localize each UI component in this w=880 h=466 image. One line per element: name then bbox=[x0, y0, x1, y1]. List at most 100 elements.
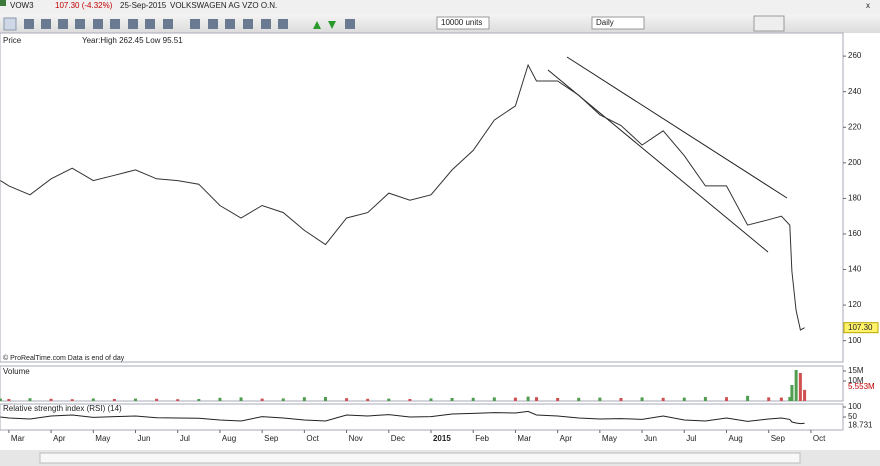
change: 107.30 (-4.32%) bbox=[55, 1, 113, 10]
volume-bar bbox=[450, 398, 454, 401]
x-tick-label: Jul bbox=[686, 434, 696, 443]
volume-bar bbox=[387, 398, 391, 401]
volume-bar bbox=[577, 397, 581, 401]
volume-bar bbox=[526, 396, 530, 401]
tool[interactable] bbox=[24, 19, 34, 29]
y-tick-label: 10M bbox=[848, 376, 864, 385]
title-bar bbox=[0, 0, 880, 17]
tool[interactable] bbox=[58, 19, 68, 29]
tool[interactable] bbox=[145, 19, 155, 29]
volume-bar bbox=[767, 397, 771, 401]
tool[interactable] bbox=[41, 19, 51, 29]
volume-bar bbox=[281, 398, 285, 401]
units-select[interactable] bbox=[436, 16, 490, 30]
tool[interactable] bbox=[110, 19, 120, 29]
volume-bar bbox=[260, 398, 264, 401]
x-tick-label: 2015 bbox=[433, 434, 451, 443]
volume-bar bbox=[790, 385, 794, 401]
tool[interactable] bbox=[345, 19, 355, 29]
volume-bar bbox=[70, 399, 74, 401]
volume-bar bbox=[471, 397, 475, 401]
x-tick-label: Dec bbox=[391, 434, 405, 443]
volume-bar bbox=[91, 398, 95, 401]
tool[interactable] bbox=[225, 19, 235, 29]
x-tick-label: Feb bbox=[475, 434, 489, 443]
trend-line bbox=[566, 56, 788, 199]
volume-bar bbox=[619, 398, 623, 401]
last-price-box bbox=[843, 322, 879, 334]
price-line bbox=[0, 63, 805, 331]
x-tick-label: Mar bbox=[11, 434, 25, 443]
tool[interactable] bbox=[313, 21, 321, 29]
x-tick-label: Oct bbox=[813, 434, 826, 443]
y-tick-label: 200 bbox=[848, 158, 862, 167]
volume-bar bbox=[323, 397, 327, 401]
volume-bar bbox=[218, 397, 222, 401]
volume-bar bbox=[724, 397, 728, 401]
price-panel bbox=[0, 32, 844, 363]
tool[interactable] bbox=[163, 19, 173, 29]
tool[interactable] bbox=[75, 19, 85, 29]
tool[interactable] bbox=[208, 19, 218, 29]
icon bbox=[0, 0, 6, 6]
volume-bar bbox=[703, 397, 707, 401]
y-tick-label: 180 bbox=[848, 193, 862, 202]
volume-bar bbox=[788, 397, 792, 401]
volume-bar bbox=[176, 399, 180, 401]
volume-bar bbox=[239, 397, 243, 401]
tool[interactable] bbox=[278, 19, 288, 29]
x-tick-label: Aug bbox=[728, 434, 742, 443]
copyright: © ProRealTime.com Data is end of day bbox=[3, 354, 125, 362]
volume-bar bbox=[345, 398, 349, 401]
tool[interactable] bbox=[3, 17, 17, 31]
scroll-track[interactable] bbox=[39, 452, 801, 464]
chart-type-button[interactable] bbox=[753, 15, 785, 32]
volume-bar bbox=[798, 373, 802, 401]
x-tick-label: Sep bbox=[264, 434, 279, 443]
volume-bar bbox=[556, 398, 560, 401]
volume-panel bbox=[0, 365, 844, 402]
volume-bar bbox=[661, 397, 665, 401]
x-tick-label: Nov bbox=[349, 434, 363, 443]
close[interactable]: x bbox=[866, 1, 870, 10]
y-tick-label: 160 bbox=[848, 229, 862, 238]
x-tick-label: Jun bbox=[644, 434, 657, 443]
volume-bar bbox=[155, 398, 159, 401]
x-tick-label: Apr bbox=[560, 434, 573, 443]
x-tick-label: Sep bbox=[771, 434, 786, 443]
volume-bar bbox=[535, 397, 539, 401]
x-tick-label: Apr bbox=[53, 434, 66, 443]
y-tick-label: 100 bbox=[848, 402, 862, 411]
volume-bar bbox=[640, 397, 644, 401]
tool[interactable] bbox=[93, 19, 103, 29]
y-tick-label: 220 bbox=[848, 122, 862, 131]
y-tick-label: 50 bbox=[848, 412, 857, 421]
last-price: 107.30 bbox=[848, 323, 873, 332]
volume-bar bbox=[28, 398, 32, 401]
tool[interactable] bbox=[261, 19, 271, 29]
panel-subtitle: Year:High 262.45 Low 95.51 bbox=[82, 36, 183, 45]
volume-bar bbox=[197, 399, 201, 401]
volume-bar bbox=[779, 397, 783, 401]
panel-title: Relative strength index (RSI) (14) bbox=[3, 404, 122, 413]
tool[interactable] bbox=[328, 21, 336, 29]
volume-bar bbox=[408, 399, 412, 401]
period-select[interactable] bbox=[591, 16, 645, 30]
volume-bar bbox=[7, 399, 11, 401]
price-line bbox=[0, 410, 805, 425]
panel-title: Price bbox=[3, 36, 22, 45]
volume-bar bbox=[302, 397, 306, 401]
rsi-value: 18.731 bbox=[848, 420, 873, 429]
volume-bar bbox=[598, 397, 602, 401]
x-tick-label: Jul bbox=[180, 434, 190, 443]
instrument-name: VOLKSWAGEN AG VZO O.N. bbox=[170, 1, 277, 10]
x-tick-label: Jun bbox=[138, 434, 151, 443]
tool[interactable] bbox=[243, 19, 253, 29]
volume-bar bbox=[134, 398, 138, 401]
volume-bar bbox=[803, 389, 807, 401]
volume-bar bbox=[492, 397, 496, 401]
tool[interactable] bbox=[190, 19, 200, 29]
volume-bar bbox=[746, 395, 750, 401]
tool[interactable] bbox=[128, 19, 138, 29]
